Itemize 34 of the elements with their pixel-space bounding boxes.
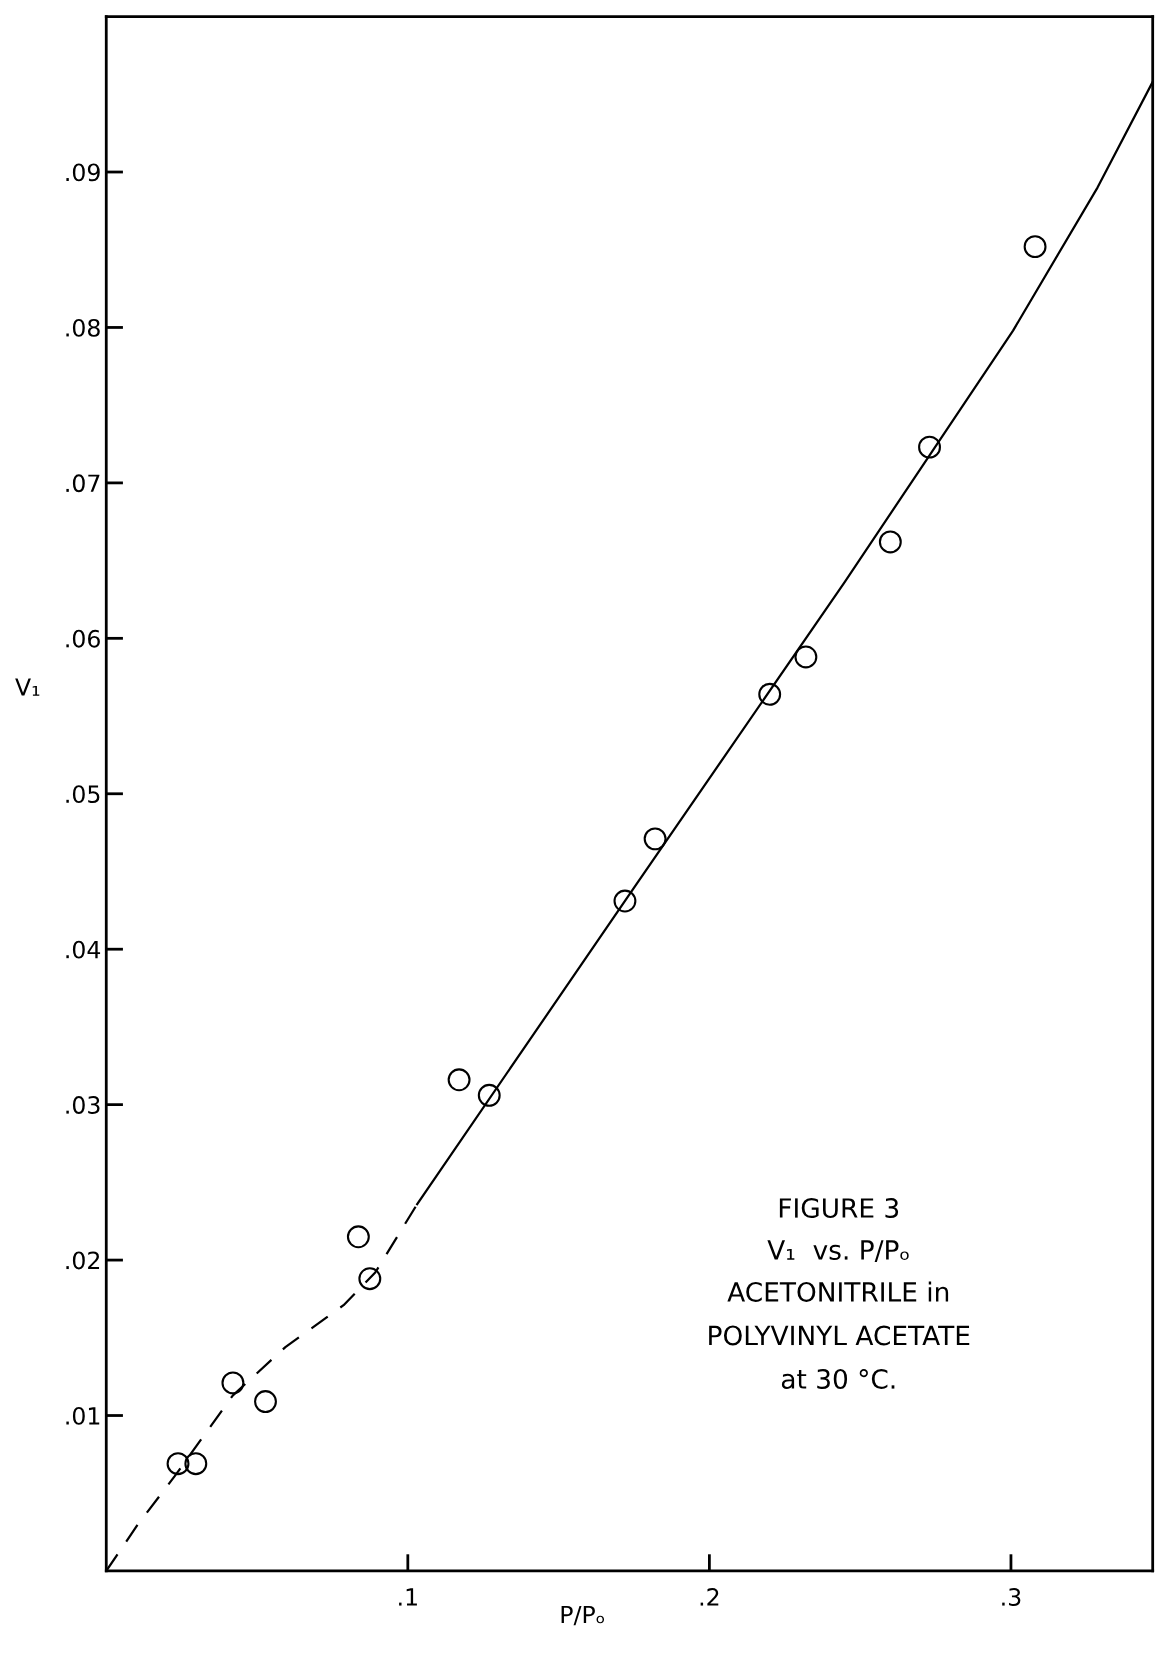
annotation: at 30 °C. [781,1369,895,1389]
y-tick-label: .09 [66,163,100,182]
y-tick-label: .06 [66,629,100,648]
y-tick-label: .02 [66,1251,100,1270]
point [1023,235,1047,259]
y-tick-label: .04 [66,940,101,959]
y-tick-label: .07 [66,474,100,493]
point [447,1068,471,1092]
annotation: POLYVINYL ACETATE [709,1325,970,1346]
annotation: V₁ vs. P/Pₒ [767,1240,909,1263]
point [643,827,667,851]
x-tick-label: .1 [399,1588,417,1606]
point [477,1083,501,1107]
point [613,889,637,913]
annotation: FIGURE 3 [779,1198,899,1218]
point [346,1225,370,1249]
point [878,530,902,554]
point [221,1371,245,1395]
point [166,1452,190,1476]
point [184,1452,208,1476]
y-tick-label: .01 [66,1406,100,1425]
y-tick-label: .05 [66,785,100,804]
y-tick-label: .08 [66,318,100,337]
x-axis-title: P/Pₒ [561,1605,605,1626]
y-axis-title: V₁ [15,678,40,696]
x-tick-label: .2 [700,1588,719,1606]
x-tick-label: .3 [1002,1588,1021,1606]
point [358,1267,382,1291]
point [794,645,818,669]
point [918,435,941,459]
y-tick-label: .03 [66,1096,100,1114]
point [758,682,782,706]
annotation: ACETONITRILE in [727,1281,949,1302]
point [254,1390,277,1413]
